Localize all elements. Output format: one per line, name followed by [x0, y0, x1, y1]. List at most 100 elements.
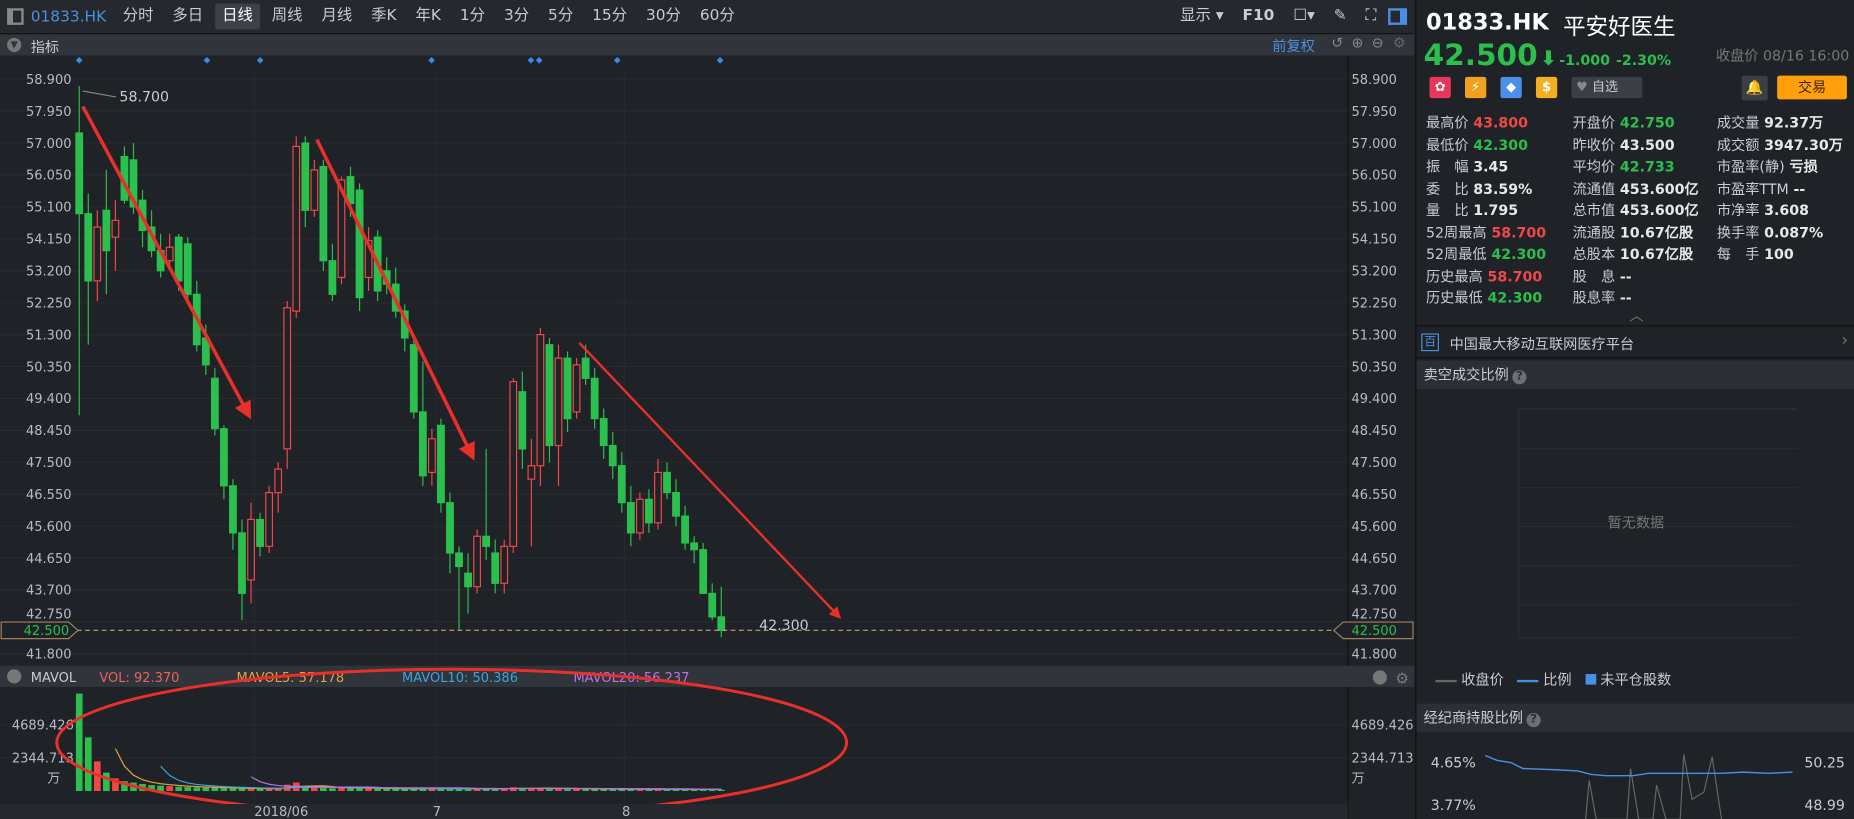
- candle[interactable]: [220, 425, 228, 500]
- candle[interactable]: [328, 243, 337, 302]
- candle[interactable]: [437, 418, 445, 513]
- collapse-icon[interactable]: [7, 669, 22, 684]
- help-icon[interactable]: ?: [1512, 370, 1527, 385]
- candle[interactable]: [554, 344, 563, 486]
- side-panel-icon[interactable]: [1388, 8, 1408, 25]
- settings-icon[interactable]: ⚙: [1392, 34, 1406, 51]
- period-tab[interactable]: 1分: [459, 7, 486, 25]
- candle[interactable]: [210, 368, 219, 436]
- candle[interactable]: [545, 337, 554, 463]
- bell-icon[interactable]: 🔔: [1741, 75, 1768, 101]
- candle[interactable]: [536, 327, 545, 486]
- event-marker[interactable]: [203, 56, 211, 64]
- candle[interactable]: [319, 159, 328, 271]
- period-tab[interactable]: 5分: [548, 7, 574, 25]
- settings-icon[interactable]: ⚙: [1395, 669, 1409, 687]
- fullscreen-icon[interactable]: ⛶: [1365, 7, 1377, 25]
- candle[interactable]: [572, 358, 581, 419]
- candle[interactable]: [672, 479, 680, 527]
- candle[interactable]: [165, 233, 174, 268]
- candle[interactable]: [645, 489, 653, 533]
- candle[interactable]: [310, 159, 319, 218]
- candle[interactable]: [500, 539, 509, 594]
- candle[interactable]: [364, 227, 373, 291]
- period-tab[interactable]: 60分: [699, 7, 735, 25]
- kline-chart[interactable]: 58.900 58.900 57.950 57.950 57.000 57.000 56.0…: [0, 55, 1415, 819]
- candle[interactable]: [509, 378, 518, 554]
- candle[interactable]: [75, 85, 84, 416]
- period-tab[interactable]: 周线: [271, 7, 303, 25]
- candle[interactable]: [482, 448, 491, 560]
- zoom-in-icon[interactable]: ⊕: [1351, 34, 1364, 51]
- candle[interactable]: [446, 492, 454, 574]
- company-tagline-row[interactable]: 百 中国最大移动互联网医疗平台 ›: [1416, 325, 1854, 359]
- candle[interactable]: [708, 583, 717, 621]
- candle[interactable]: [229, 479, 237, 550]
- candle[interactable]: [617, 452, 626, 513]
- display-dropdown[interactable]: 显示 ▾: [1180, 7, 1224, 25]
- candle[interactable]: [247, 502, 255, 604]
- period-tab[interactable]: 月线: [321, 7, 353, 25]
- candle[interactable]: [111, 200, 120, 271]
- collapse-stats-icon[interactable]: ︿: [1629, 307, 1644, 324]
- period-tab[interactable]: 多日: [172, 7, 204, 25]
- candle[interactable]: [608, 432, 617, 480]
- candle[interactable]: [427, 428, 436, 486]
- candle[interactable]: [663, 462, 671, 500]
- period-tab[interactable]: 季K: [371, 7, 397, 25]
- period-tab[interactable]: 30分: [645, 7, 681, 25]
- candle[interactable]: [491, 539, 500, 594]
- undo-icon[interactable]: ↺: [1331, 34, 1344, 51]
- close-panel-icon[interactable]: [1372, 670, 1387, 685]
- draw-rect-icon[interactable]: ☐▾: [1293, 7, 1315, 25]
- candle[interactable]: [256, 512, 264, 557]
- dollar-icon[interactable]: $: [1535, 76, 1558, 99]
- candle[interactable]: [599, 408, 608, 459]
- tag-icon[interactable]: ◆: [1500, 76, 1522, 99]
- period-tab[interactable]: 日线: [214, 3, 260, 30]
- candle[interactable]: [690, 536, 699, 564]
- period-tab[interactable]: 3分: [503, 7, 530, 25]
- candle[interactable]: [527, 438, 536, 547]
- zoom-out-icon[interactable]: ⊖: [1371, 34, 1384, 51]
- candle[interactable]: [337, 176, 346, 285]
- candle[interactable]: [717, 586, 726, 638]
- candle[interactable]: [183, 237, 192, 302]
- brush-icon[interactable]: ✎: [1333, 7, 1347, 25]
- candle[interactable]: [418, 361, 427, 486]
- candle[interactable]: [626, 485, 635, 547]
- candle[interactable]: [93, 210, 102, 302]
- candle[interactable]: [681, 506, 689, 550]
- event-marker[interactable]: [535, 56, 543, 64]
- candle[interactable]: [518, 371, 527, 470]
- f10-button[interactable]: F10: [1242, 7, 1275, 25]
- collapse-icon[interactable]: ▼: [7, 37, 22, 53]
- candle[interactable]: [355, 183, 364, 312]
- period-tab[interactable]: 年K: [415, 7, 441, 25]
- candle[interactable]: [464, 553, 472, 614]
- period-tab[interactable]: 分时: [122, 7, 154, 25]
- candle[interactable]: [265, 485, 274, 554]
- adjust-mode-button[interactable]: 前复权: [1272, 37, 1315, 55]
- candle[interactable]: [563, 351, 572, 433]
- candle[interactable]: [409, 334, 418, 419]
- candle[interactable]: [238, 519, 246, 621]
- watchlist-button[interactable]: ♥ 自选: [1571, 76, 1643, 99]
- candle[interactable]: [301, 136, 310, 228]
- candle[interactable]: [654, 458, 662, 530]
- layout-toggle-icon[interactable]: [7, 8, 24, 25]
- help-icon[interactable]: ?: [1526, 712, 1541, 728]
- candle[interactable]: [274, 462, 283, 513]
- hk-flag-icon[interactable]: ✿: [1429, 76, 1451, 99]
- candle[interactable]: [699, 542, 708, 594]
- period-tab[interactable]: 15分: [592, 7, 628, 25]
- candle[interactable]: [102, 169, 111, 295]
- candle[interactable]: [635, 492, 644, 540]
- candle[interactable]: [581, 344, 590, 386]
- trade-button[interactable]: 交易: [1777, 75, 1847, 100]
- candle[interactable]: [283, 301, 292, 470]
- candle[interactable]: [84, 193, 93, 345]
- candle[interactable]: [455, 546, 463, 631]
- candle[interactable]: [292, 136, 301, 318]
- candle[interactable]: [473, 529, 482, 594]
